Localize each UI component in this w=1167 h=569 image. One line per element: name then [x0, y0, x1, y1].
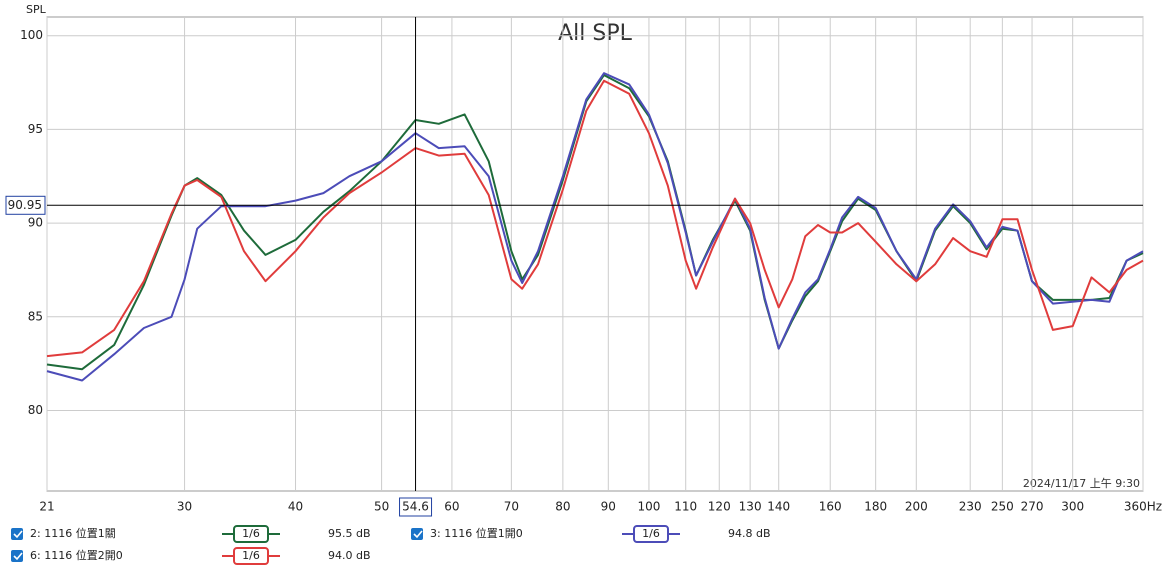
- x-tick-label: 200: [905, 500, 928, 514]
- x-tick-label: 90: [601, 500, 616, 514]
- smoothing-label: 1/6: [242, 549, 260, 562]
- legend-value: 95.5 dB: [328, 527, 371, 540]
- x-tick-label: 40: [288, 500, 303, 514]
- legend-checkmark: [13, 552, 23, 561]
- x-tick-label: 50: [374, 500, 389, 514]
- legend-checkbox[interactable]: [11, 550, 23, 562]
- legend-checkbox[interactable]: [411, 528, 423, 540]
- y-axis-label: SPL: [26, 3, 47, 16]
- legend-name: 6: 1116 位置2開0: [30, 548, 123, 562]
- x-tick-label: 250: [991, 500, 1014, 514]
- x-tick-label: 60: [444, 500, 459, 514]
- legend-checkmark: [13, 530, 23, 539]
- y-tick-label: 100: [20, 28, 43, 42]
- cursor-y-label: 90.95: [8, 198, 42, 212]
- y-tick-label: 90: [28, 216, 43, 230]
- smoothing-label: 1/6: [642, 527, 660, 540]
- chart-title: All SPL: [558, 21, 632, 46]
- smoothing-button[interactable]: [633, 525, 669, 543]
- x-tick-label: 230: [959, 500, 982, 514]
- cursor-x-box: [399, 497, 433, 517]
- x-tick-label: 21: [39, 500, 54, 514]
- legend-value: 94.8 dB: [728, 527, 771, 540]
- smoothing-button[interactable]: [233, 525, 269, 543]
- x-tick-label: 120: [708, 500, 731, 514]
- x-tick-label: 110: [674, 500, 697, 514]
- x-tick-label: 30: [177, 500, 192, 514]
- timestamp: 2024/11/17 上午 9:30: [1023, 477, 1140, 490]
- x-tick-label: 180: [864, 500, 887, 514]
- smoothing-button[interactable]: [233, 547, 269, 565]
- series-line: [46, 79, 1144, 358]
- x-tick-label: 360Hz: [1124, 500, 1162, 514]
- cursor-x-label: 54.6: [402, 500, 429, 514]
- legend-checkmark: [413, 530, 423, 539]
- y-tick-label: 80: [28, 403, 43, 417]
- x-tick-label: 160: [819, 500, 842, 514]
- cursor-y-box: [5, 195, 46, 215]
- x-tick-label: 70: [504, 500, 519, 514]
- y-tick-label: 85: [28, 309, 43, 323]
- legend-checkbox[interactable]: [11, 528, 23, 540]
- y-tick-label: 95: [28, 122, 43, 136]
- legend-name: 3: 1116 位置1開0: [430, 526, 523, 540]
- legend-value: 94.0 dB: [328, 549, 371, 562]
- x-tick-label: 270: [1021, 500, 1044, 514]
- legend-name: 2: 1116 位置1關: [30, 526, 116, 540]
- x-tick-label: 130: [739, 500, 762, 514]
- x-tick-label: 100: [637, 500, 660, 514]
- smoothing-label: 1/6: [242, 527, 260, 540]
- x-tick-label: 300: [1061, 500, 1084, 514]
- x-tick-label: 80: [555, 500, 570, 514]
- x-tick-label: 140: [767, 500, 790, 514]
